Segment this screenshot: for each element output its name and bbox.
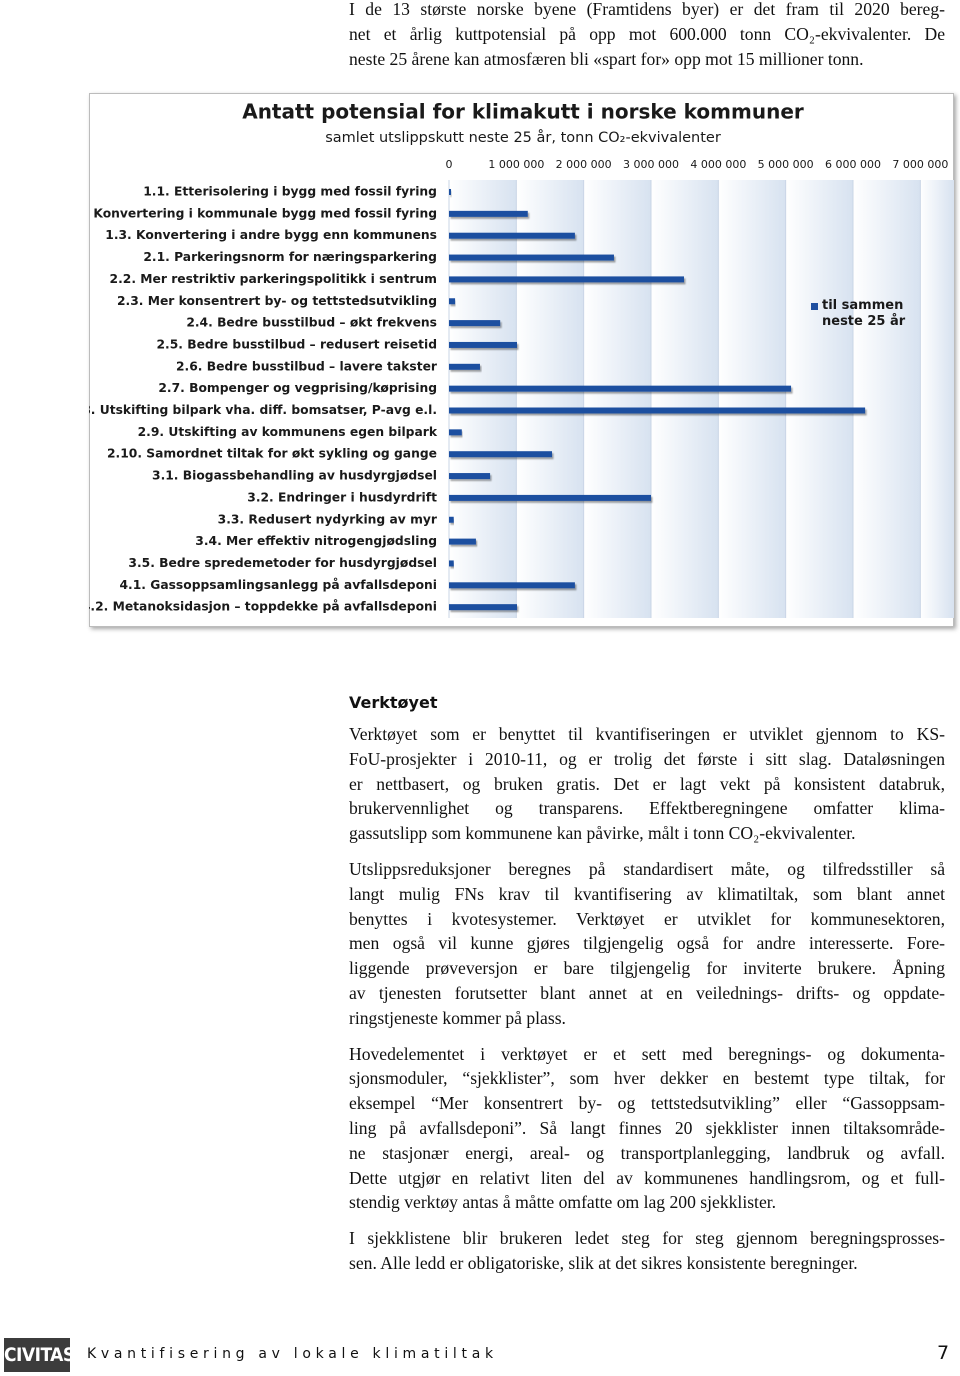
logo: CIVITAS: [4, 1338, 75, 1372]
legend-marker: [811, 303, 818, 310]
grid-band: [853, 180, 921, 618]
bar: [449, 341, 518, 348]
bar: [449, 473, 491, 480]
text-line: brukervennlighet og transparens. Effektb…: [349, 798, 945, 819]
paragraph: Hovedelementet i verktøyet er et sett me…: [349, 1042, 945, 1216]
grid-band: [516, 180, 584, 618]
intro-paragraph: I de 13 største norske byene (Framtidens…: [349, 0, 945, 71]
legend-label: til sammen neste 25 år: [822, 298, 906, 329]
text-line: sjonsmoduler, “sjekklister”, som hver de…: [349, 1068, 945, 1089]
y-tick-label: 2.9. Utskifting av kommunens egen bilpar…: [138, 425, 438, 439]
bar: [449, 429, 462, 436]
bar: [449, 320, 501, 327]
text-line: FoU-prosjekter i 2010-11, og er trolig d…: [349, 748, 945, 769]
text-line: gassutslipp som kommunene kan påvirke, m…: [349, 823, 856, 844]
bar: [449, 407, 866, 414]
y-tick-label: 1.1. Etterisolering i bygg med fossil fy…: [143, 185, 437, 199]
y-tick-label: 3.3. Redusert nydyrking av myr: [218, 512, 438, 526]
y-tick-label: 3.5. Bedre spredemetoder for husdyrgjøds…: [128, 556, 437, 570]
text-line: net et årlig kuttpotensial på opp mot 60…: [349, 23, 945, 44]
paragraph: I sjekklistene blir brukeren ledet steg …: [349, 1226, 945, 1276]
x-tick-label: 3 000 000: [623, 158, 679, 171]
footer-title: Kvantifisering av lokale klimatiltak: [87, 1346, 498, 1362]
bar: [449, 560, 454, 567]
x-tick-label: 5 000 000: [758, 158, 814, 171]
chart-title: Antatt potensial for klimakutt i norske …: [242, 100, 804, 124]
y-tick-label: 2.5. Bedre busstilbud – redusert reiseti…: [156, 337, 437, 351]
bar: [449, 604, 518, 611]
text-line: neste 25 årene kan atmosfæren bli «spart…: [349, 48, 864, 69]
paragraph: Utslippsreduksjoner beregnes på standard…: [349, 857, 945, 1031]
section-heading: Verktøyet: [349, 693, 438, 712]
y-tick-label: 4.2. Metanoksidasjon – toppdekke på avfa…: [89, 600, 437, 614]
x-tick-label: 7 000 000: [892, 158, 948, 171]
paragraph: I de 13 største norske byene (Framtidens…: [349, 0, 945, 71]
grid-band: [449, 180, 517, 618]
x-tick-label: 6 000 000: [825, 158, 881, 171]
text-line: ne stasjonær energi, areal- og transport…: [349, 1142, 945, 1163]
text-line: ling på avfallsdeponi”. Så langt finnes …: [349, 1117, 945, 1138]
y-tick-label: 1.3. Konvertering i andre bygg enn kommu…: [105, 228, 437, 242]
y-tick-label: 2.3. Mer konsentrert by- og tettstedsutv…: [117, 294, 437, 308]
text-line: Dette utgjør en relativt liten del av ko…: [349, 1167, 945, 1188]
bar: [449, 232, 575, 239]
text-line: ringstjeneste kommer på plass.: [349, 1007, 566, 1028]
y-tick-label: 2.6. Bedre busstilbud – lavere takster: [176, 359, 438, 373]
chart-subtitle: samlet utslippskutt neste 25 år, tonn CO…: [325, 129, 721, 146]
x-tick-label: 4 000 000: [690, 158, 746, 171]
grid-band: [583, 180, 651, 618]
y-tick-label: 1.2. Konvertering i kommunale bygg med f…: [89, 206, 437, 220]
x-tick-label: 0: [446, 158, 453, 171]
chart: Antatt potensial for klimakutt i norske …: [89, 93, 954, 627]
text-line: sen. Alle ledd er obligatoriske, slik at…: [349, 1252, 858, 1273]
text-line: Hovedelementet i verktøyet er et sett me…: [349, 1043, 945, 1064]
text-line: av tjenesten forutsetter blant annet at …: [349, 982, 945, 1003]
text-line: men også vil kunne gjøres tilgjengelig o…: [349, 933, 945, 954]
section-body: Verktøyet som er benyttet til kvantifise…: [349, 722, 945, 1287]
y-tick-label: 2.8. Utskifting bilpark vha. diff. bomsa…: [89, 403, 437, 417]
bar: [449, 210, 528, 217]
bar: [449, 494, 651, 501]
y-tick-label: 3.2. Endringer i husdyrdrift: [247, 490, 437, 504]
paragraph: Verktøyet som er benyttet til kvantifise…: [349, 722, 945, 846]
page-number: 7: [937, 1342, 950, 1364]
bar: [449, 276, 684, 283]
x-tick-label: 2 000 000: [556, 158, 612, 171]
text-line: stendig verktøy antas å måtte omfatte om…: [349, 1192, 777, 1213]
grid-band: [785, 180, 853, 618]
y-tick-label: 4.1. Gassoppsamlingsanlegg på avfallsdep…: [119, 578, 437, 592]
grid-band: [651, 180, 719, 618]
text-line: I de 13 største norske byene (Framtidens…: [349, 0, 945, 19]
bar: [449, 363, 480, 370]
y-tick-label: 2.1. Parkeringsnorm for næringsparkering: [143, 250, 437, 264]
text-line: er nettbasert, og bruken gratis. Det er …: [349, 773, 945, 794]
bar: [449, 582, 575, 589]
grid-band: [920, 180, 954, 618]
text-line: Verktøyet som er benyttet til kvantifise…: [349, 724, 945, 744]
bar: [449, 254, 614, 261]
text-line: benyttes i kvotesystemer. Verktøyet er u…: [349, 908, 945, 929]
bar: [449, 298, 456, 305]
text-line: liggende prøveversjon er bare tilgjengel…: [349, 958, 945, 979]
bar: [449, 189, 452, 195]
text-line: langt mulig FNs krav til kvantifisering …: [349, 883, 945, 904]
text-line: I sjekklistene blir brukeren ledet steg …: [349, 1228, 945, 1249]
x-tick-label: 1 000 000: [488, 158, 544, 171]
y-tick-label: 2.7. Bompenger og vegprising/køprising: [158, 381, 437, 395]
grid-band: [718, 180, 786, 618]
y-tick-label: 2.10. Samordnet tiltak for økt sykling o…: [107, 447, 437, 461]
bar: [449, 385, 792, 392]
text-line: eksempel “Mer konsentrert by- og tettste…: [349, 1093, 945, 1114]
bar: [449, 516, 454, 523]
y-tick-label: 3.4. Mer effektiv nitrogengjødsling: [195, 534, 437, 548]
y-tick-label: 2.4. Bedre busstilbud – økt frekvens: [186, 316, 437, 330]
bar: [449, 451, 553, 458]
y-tick-label: 3.1. Biogassbehandling av husdyrgjødsel: [152, 469, 437, 483]
text-line: Utslippsreduksjoner beregnes på standard…: [349, 858, 945, 879]
y-tick-label: 2.2. Mer restriktiv parkeringspolitikk i…: [110, 272, 437, 286]
bar: [449, 538, 476, 545]
